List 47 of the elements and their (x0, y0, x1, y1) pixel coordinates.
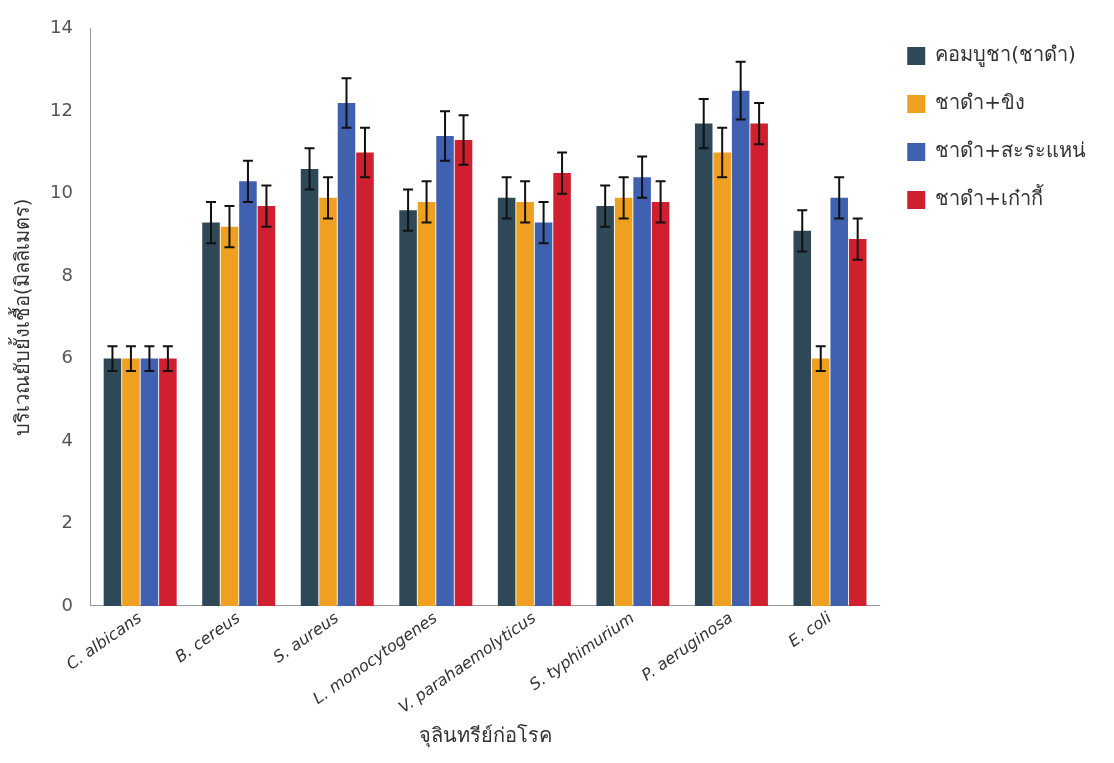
y-tick-label: 10 (50, 181, 73, 203)
bar (454, 140, 473, 606)
bar (848, 239, 867, 606)
bar (356, 152, 374, 606)
bar (417, 201, 436, 606)
y-tick-label: 0 (61, 593, 73, 615)
bar (103, 358, 122, 606)
bar (830, 197, 848, 606)
bar (614, 197, 633, 606)
legend-label: ชาดำ+สะระแหน่ (935, 138, 1087, 163)
bar (651, 201, 670, 606)
y-tick-label: 12 (50, 98, 73, 120)
bar (553, 173, 571, 606)
bar (713, 152, 731, 606)
bar (319, 197, 337, 606)
x-tick-label: E. coli (784, 607, 836, 651)
bar (534, 222, 553, 606)
bar (694, 123, 713, 606)
bar (633, 177, 651, 606)
y-tick-label: 14 (50, 16, 73, 38)
bar (399, 210, 417, 606)
y-tick-label: 8 (61, 263, 73, 285)
bar (337, 103, 356, 606)
bar (140, 358, 159, 606)
bar (516, 201, 534, 606)
bar (731, 90, 750, 606)
bar (220, 226, 239, 606)
y-tick-label: 6 (61, 346, 73, 368)
bar (811, 358, 830, 606)
legend-label: คอมบูชา(ชาดำ) (935, 42, 1076, 68)
bar (239, 181, 257, 606)
bar (497, 197, 516, 606)
bar (257, 206, 276, 606)
y-tick-label: 4 (61, 428, 73, 450)
bar (793, 230, 812, 606)
y-axis-title: บริเวณยับยั้งเชื้อ(มิลลิเมตร) (8, 198, 35, 437)
bar (159, 358, 177, 606)
bar (596, 206, 614, 606)
y-tick-label: 2 (61, 511, 73, 533)
legend-label: ชาดำ+ขิง (935, 90, 1026, 115)
bar (750, 123, 768, 606)
bar (122, 358, 140, 606)
x-axis-title: จุลินทรีย์ก่อโรค (418, 723, 552, 749)
bar (436, 135, 454, 606)
bar (202, 222, 220, 606)
bar (300, 168, 319, 606)
legend-label: ชาดำ+เก๋ากี้ (935, 184, 1044, 211)
